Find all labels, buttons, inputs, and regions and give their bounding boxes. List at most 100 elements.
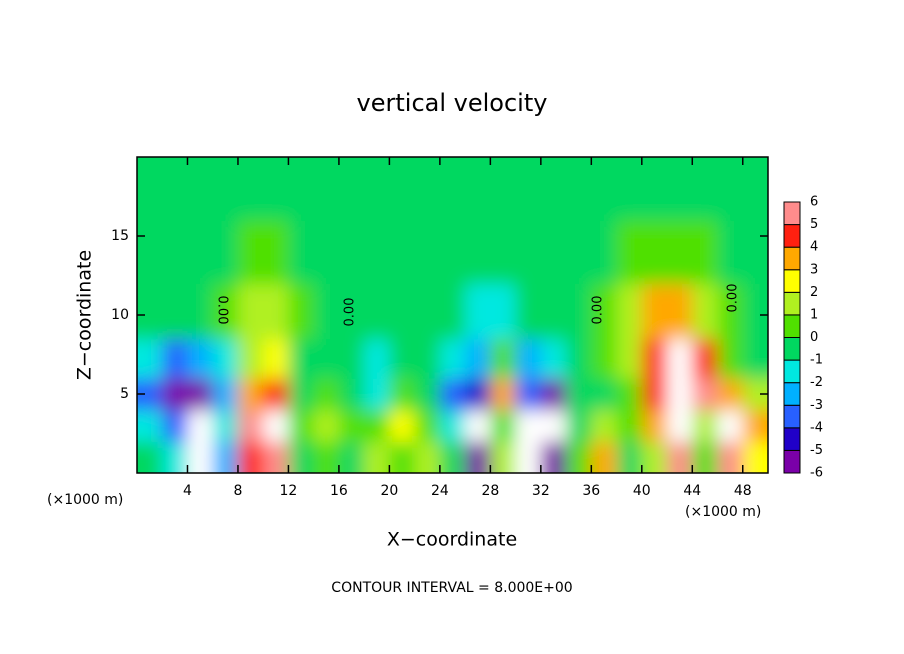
field-cell — [515, 220, 542, 284]
field-cell — [364, 378, 390, 411]
field-cell — [667, 157, 693, 221]
field-cell — [742, 220, 768, 284]
x-tick-label: 24 — [431, 483, 449, 499]
field-cell — [540, 441, 567, 473]
field-cell — [313, 441, 340, 473]
field-cell — [313, 283, 340, 340]
x-tick-label: 48 — [734, 483, 752, 499]
field-cell — [439, 220, 466, 284]
field-cell — [364, 283, 390, 340]
field-cell — [364, 220, 390, 284]
field-cell — [692, 409, 719, 442]
field-cell — [566, 338, 592, 379]
field-cell — [162, 338, 188, 379]
field-cell — [692, 157, 719, 221]
field-cell — [692, 338, 719, 379]
field-cell — [187, 283, 214, 340]
field-cell — [515, 338, 542, 379]
colorbar-box — [783, 314, 801, 338]
field-cell — [263, 157, 289, 221]
field-cell — [212, 157, 239, 221]
field-cell — [616, 378, 643, 411]
field-cell — [717, 283, 744, 340]
field-cell — [717, 441, 744, 473]
field-cell — [137, 378, 163, 411]
colorbar-label: 5 — [810, 217, 818, 232]
field-cell — [465, 220, 491, 284]
field-cell — [717, 409, 744, 442]
field-cell — [566, 283, 592, 340]
field-cell — [338, 220, 365, 284]
field-cell — [389, 441, 416, 473]
field-cell — [187, 441, 214, 473]
field-cell — [616, 338, 643, 379]
field-cell — [490, 338, 517, 379]
chart-title: vertical velocity — [357, 89, 548, 117]
field-cell — [641, 157, 668, 221]
y-tick-label: 5 — [120, 386, 129, 402]
x-tick-label: 8 — [233, 483, 242, 499]
colorbar-box — [783, 449, 801, 474]
field-cell — [515, 283, 542, 340]
field-cell — [667, 283, 693, 340]
field-cell — [338, 157, 365, 221]
field-cell — [465, 157, 491, 221]
field-cell — [364, 338, 390, 379]
field-cell — [137, 283, 163, 340]
field-cell — [540, 338, 567, 379]
field-cell — [515, 441, 542, 473]
colorbar-box — [783, 337, 801, 361]
field-cell — [490, 220, 517, 284]
field — [137, 157, 768, 473]
x-tick-label: 28 — [481, 483, 499, 499]
colorbar-label: 6 — [810, 195, 818, 210]
field-cell — [212, 409, 239, 442]
annotation: CONTOUR INTERVAL = 8.000E+00 — [331, 580, 572, 596]
field-cell — [162, 220, 188, 284]
field-cell — [338, 378, 365, 411]
field-cell — [566, 441, 592, 473]
field-cell — [237, 157, 264, 221]
field-cell — [389, 338, 416, 379]
field-cell — [566, 157, 592, 221]
field-cell — [414, 283, 441, 340]
field-cell — [641, 378, 668, 411]
colorbar-label: -4 — [810, 420, 823, 435]
field-cell — [187, 220, 214, 284]
field-cell — [137, 338, 163, 379]
field-cell — [591, 220, 618, 284]
colorbar-box — [783, 224, 801, 248]
field-cell — [490, 283, 517, 340]
field-cell — [439, 283, 466, 340]
field-cell — [490, 157, 517, 221]
field-cell — [439, 338, 466, 379]
field-cell — [389, 378, 416, 411]
field-cell — [288, 441, 315, 473]
field-cell — [389, 220, 416, 284]
field-cell — [237, 283, 264, 340]
x-tick-label: 4 — [183, 483, 192, 499]
contour-label: 0.00 — [726, 284, 741, 313]
field-cell — [212, 338, 239, 379]
field-cell — [338, 409, 365, 442]
field-cell — [490, 378, 517, 411]
field-cell — [414, 157, 441, 221]
field-cell — [263, 441, 289, 473]
field-cell — [364, 409, 390, 442]
field-cell — [237, 409, 264, 442]
field-cell — [313, 157, 340, 221]
field-cell — [439, 409, 466, 442]
field-cell — [137, 157, 163, 221]
field-cell — [616, 283, 643, 340]
field-cell — [742, 338, 768, 379]
x-axis-label: X−coordinate — [387, 529, 517, 551]
field-cell — [742, 409, 768, 442]
field-cell — [667, 220, 693, 284]
colorbar-label: 2 — [810, 285, 818, 300]
field-cell — [212, 441, 239, 473]
field-cell — [338, 338, 365, 379]
field-cell — [414, 220, 441, 284]
field-cell — [288, 338, 315, 379]
field-cell — [667, 441, 693, 473]
field-cell — [591, 283, 618, 340]
